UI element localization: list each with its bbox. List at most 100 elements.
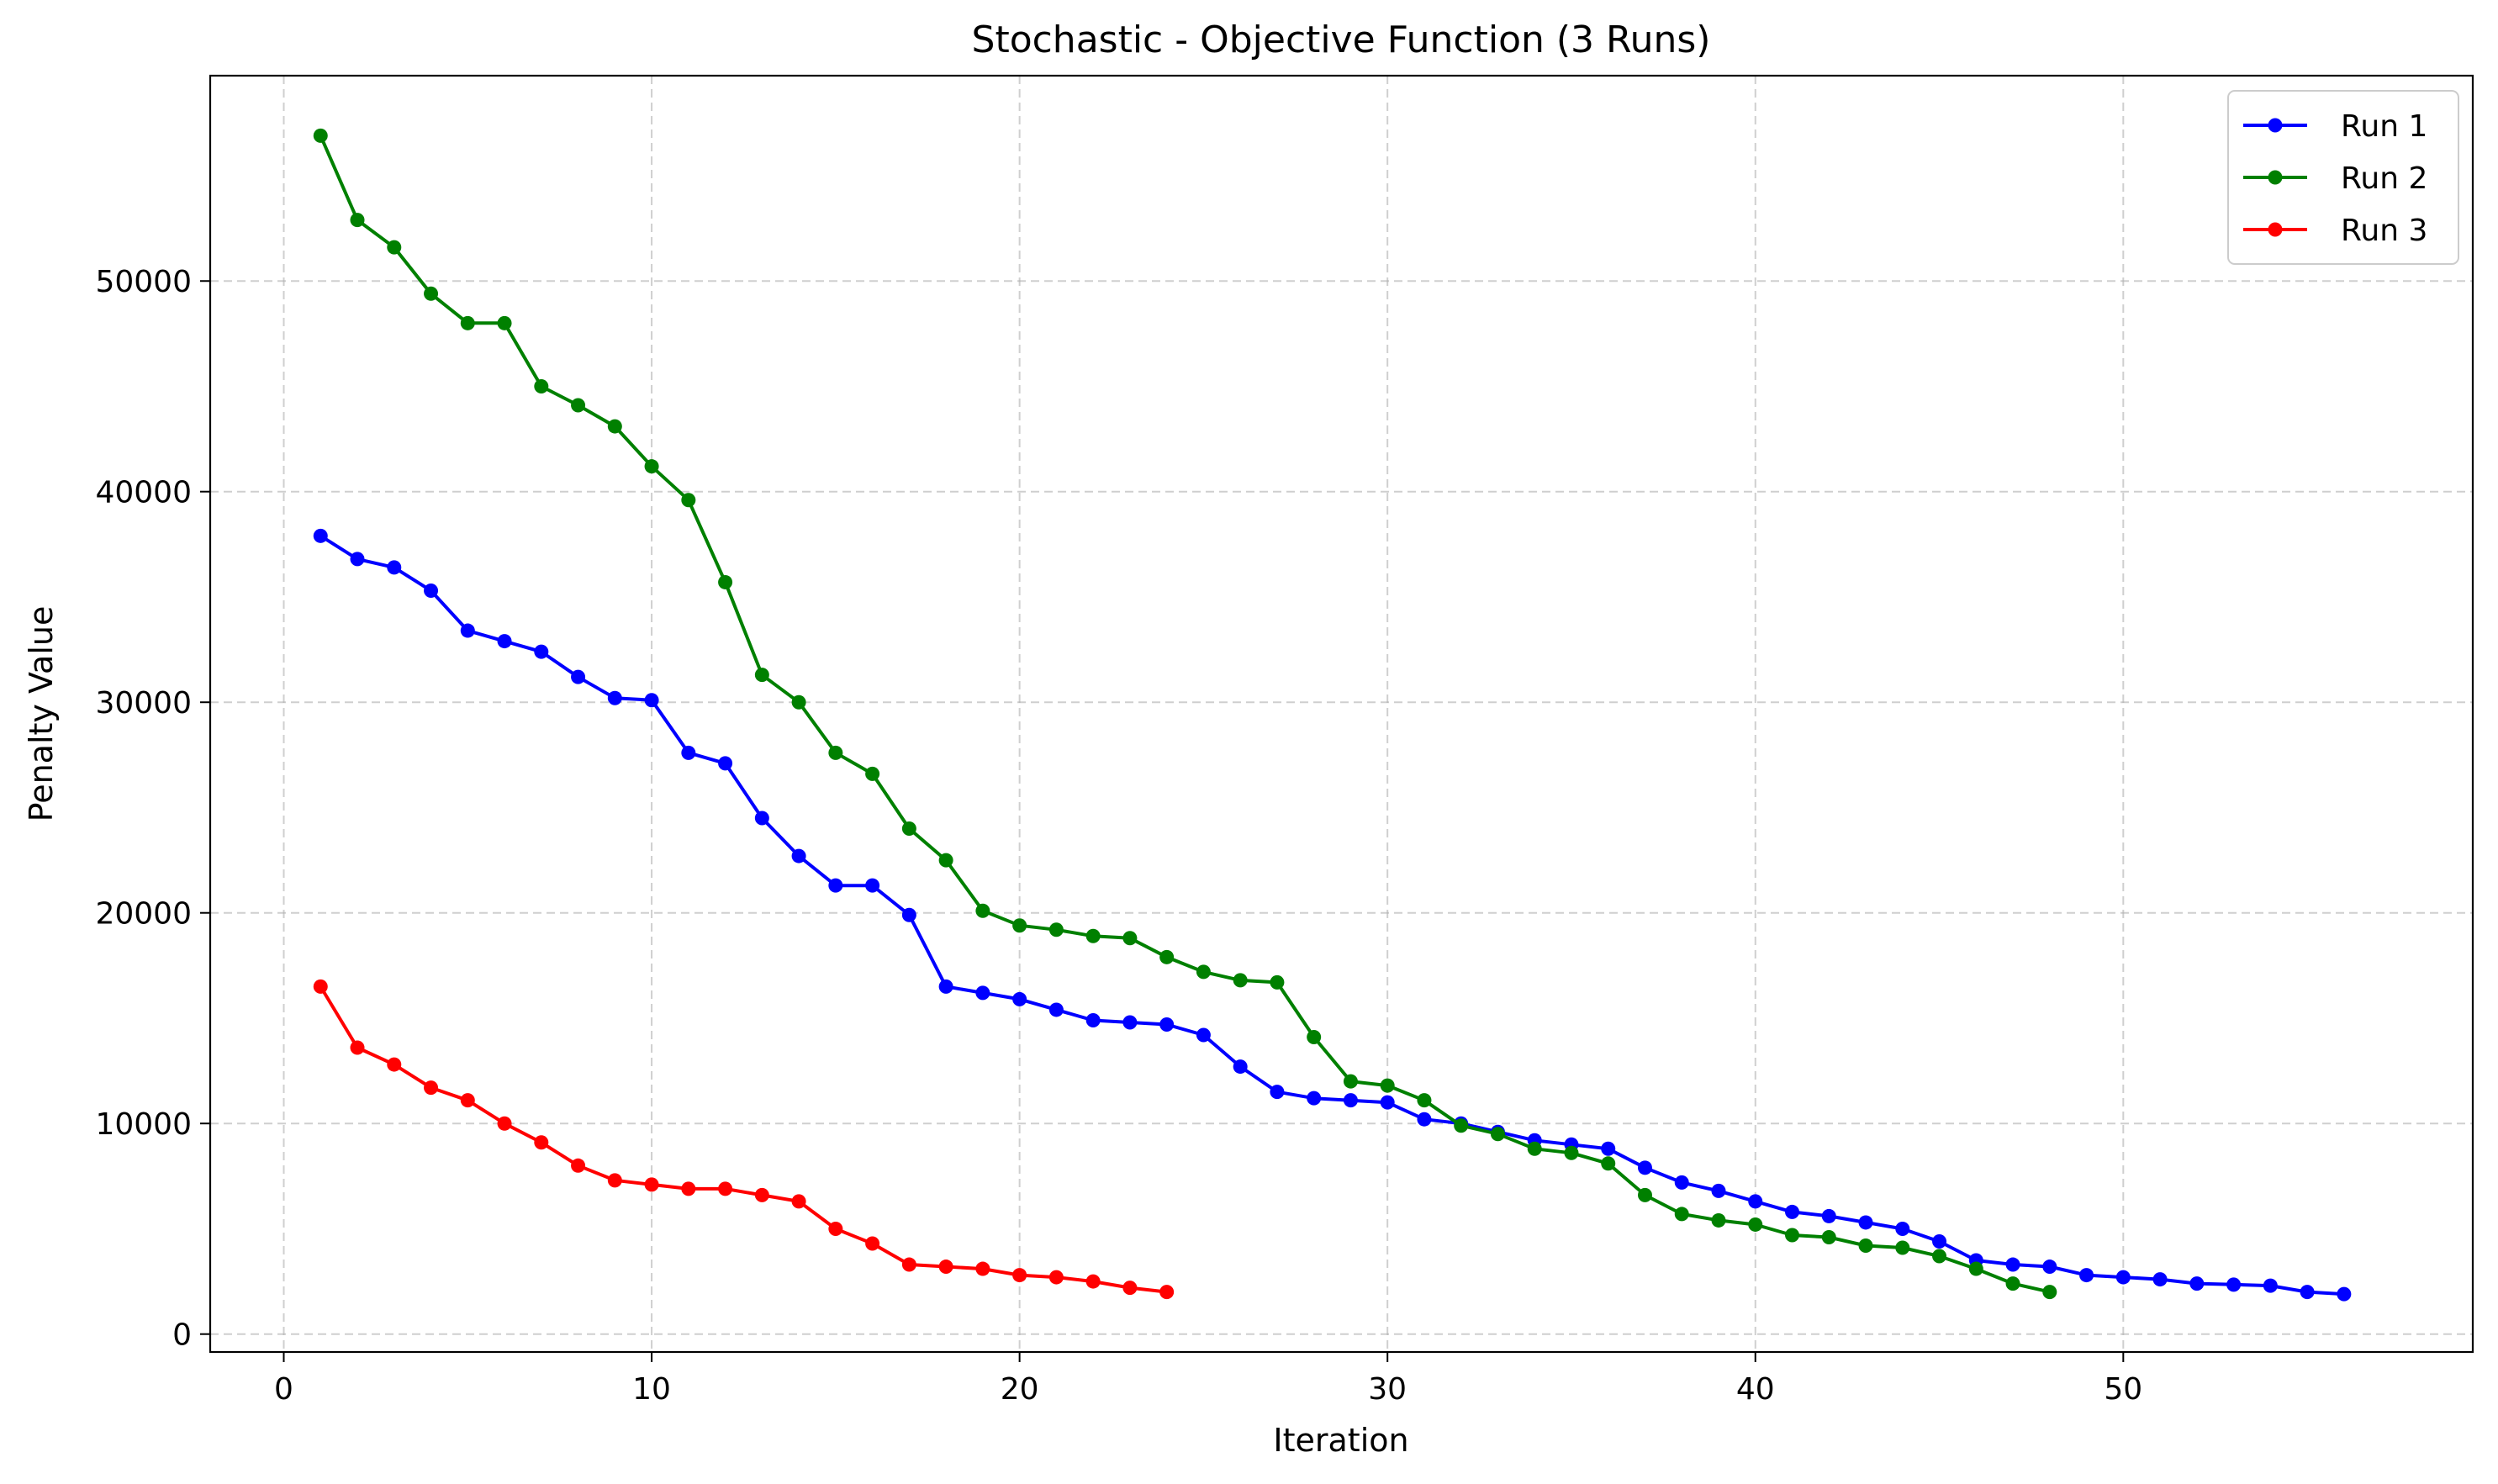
- chart-title: Stochastic - Objective Function (3 Runs): [972, 18, 1711, 61]
- data-point-run-1: [497, 634, 512, 649]
- data-point-run-3: [1159, 1285, 1175, 1300]
- data-point-run-3: [791, 1194, 806, 1209]
- data-point-run-3: [497, 1116, 512, 1131]
- data-point-run-2: [1196, 964, 1211, 980]
- data-point-run-1: [571, 669, 586, 684]
- data-point-run-2: [1159, 949, 1175, 964]
- series-layer: [313, 128, 2352, 1302]
- data-point-run-1: [350, 552, 365, 567]
- data-point-run-2: [1307, 1030, 1322, 1045]
- data-point-run-2: [607, 419, 622, 434]
- data-point-run-2: [1233, 973, 1248, 988]
- y-tick-label: 20000: [95, 897, 192, 932]
- data-point-run-1: [1159, 1017, 1175, 1032]
- data-point-run-1: [865, 878, 880, 893]
- data-point-run-1: [607, 690, 622, 705]
- data-point-run-3: [460, 1093, 475, 1108]
- data-point-run-1: [2115, 1270, 2131, 1285]
- data-point-run-1: [1858, 1215, 1873, 1230]
- data-point-run-2: [1270, 974, 1285, 990]
- legend: Run 1 Run 2 Run 3: [2227, 90, 2459, 265]
- data-point-run-1: [681, 745, 696, 760]
- data-point-run-2: [1454, 1118, 1469, 1133]
- data-point-run-2: [424, 286, 439, 301]
- legend-item-run-1: Run 1: [2243, 109, 2427, 144]
- axis-ticks: 0 10 20 30 40 50 0 10000 20000 30000 40000 50000: [95, 265, 2142, 1407]
- data-point-run-2: [1637, 1187, 1652, 1202]
- data-point-run-2: [460, 315, 475, 330]
- data-point-run-3: [607, 1173, 622, 1188]
- data-point-run-2: [1527, 1141, 1542, 1156]
- data-point-run-1: [1932, 1233, 1947, 1249]
- data-point-run-1: [1601, 1141, 1616, 1156]
- data-point-run-1: [1233, 1059, 1248, 1075]
- data-point-run-2: [313, 128, 328, 143]
- data-point-run-1: [1895, 1221, 1910, 1236]
- data-point-run-3: [1122, 1281, 1138, 1296]
- y-tick-label: 10000: [95, 1107, 192, 1142]
- legend-label: Run 3: [2341, 214, 2427, 248]
- data-point-run-2: [1343, 1074, 1358, 1089]
- data-point-run-1: [424, 583, 439, 598]
- data-point-run-1: [1307, 1091, 1322, 1106]
- data-point-run-2: [718, 574, 733, 589]
- data-point-run-2: [1711, 1212, 1726, 1228]
- data-point-run-3: [938, 1260, 953, 1275]
- data-point-run-2: [1858, 1238, 1873, 1253]
- y-axis-label: Penalty Value: [23, 606, 60, 822]
- data-point-run-2: [350, 213, 365, 228]
- data-point-run-3: [975, 1261, 990, 1276]
- legend-label: Run 1: [2341, 109, 2427, 144]
- data-point-run-2: [1821, 1229, 1836, 1244]
- data-point-run-1: [754, 811, 769, 826]
- data-point-run-2: [1490, 1127, 1505, 1142]
- plot-area-frame: [209, 74, 2474, 1354]
- data-point-run-2: [534, 378, 549, 393]
- data-point-run-3: [644, 1177, 659, 1192]
- x-tick-label: 0: [274, 1372, 293, 1407]
- data-point-run-1: [2152, 1272, 2168, 1287]
- x-tick-label: 40: [1736, 1372, 1775, 1407]
- series-run-2: [313, 128, 2057, 1300]
- data-point-run-1: [1821, 1208, 1836, 1223]
- x-tick-label: 10: [632, 1372, 671, 1407]
- data-point-run-2: [1674, 1207, 1689, 1222]
- data-point-run-2: [828, 745, 843, 760]
- legend-swatch-marker: [2268, 170, 2283, 185]
- data-point-run-1: [2337, 1286, 2352, 1302]
- data-point-run-1: [460, 623, 475, 638]
- data-point-run-2: [497, 315, 512, 330]
- legend-swatch-marker: [2268, 222, 2283, 237]
- data-point-run-1: [2300, 1285, 2315, 1300]
- data-point-run-1: [938, 979, 953, 994]
- data-point-run-1: [644, 693, 659, 708]
- data-point-run-2: [387, 240, 402, 255]
- data-point-run-2: [938, 853, 953, 868]
- data-point-run-1: [1785, 1204, 1800, 1219]
- data-point-run-2: [571, 398, 586, 413]
- data-point-run-3: [387, 1057, 402, 1072]
- data-point-run-1: [1380, 1095, 1395, 1110]
- data-point-run-1: [313, 528, 328, 543]
- data-point-run-1: [387, 560, 402, 575]
- data-point-run-2: [2005, 1276, 2020, 1291]
- data-point-run-2: [865, 766, 880, 781]
- legend-box: [2227, 90, 2459, 265]
- data-point-run-1: [1417, 1112, 1432, 1127]
- data-point-run-1: [1012, 991, 1027, 1006]
- y-tick-label: 30000: [95, 686, 192, 721]
- legend-item-run-2: Run 2: [2243, 161, 2427, 196]
- x-axis-label: Iteration: [1273, 1422, 1408, 1459]
- grid: [210, 76, 2473, 1352]
- data-point-run-2: [1048, 922, 1064, 937]
- data-point-run-3: [571, 1158, 586, 1173]
- data-point-run-1: [1711, 1183, 1726, 1198]
- legend-item-run-3: Run 3: [2243, 214, 2427, 248]
- data-point-run-1: [1748, 1194, 1763, 1209]
- data-point-run-1: [2005, 1257, 2020, 1272]
- data-point-run-2: [1968, 1261, 1983, 1276]
- legend-swatch-marker: [2268, 118, 2283, 133]
- data-point-run-2: [1564, 1145, 1579, 1160]
- data-point-run-1: [534, 644, 549, 659]
